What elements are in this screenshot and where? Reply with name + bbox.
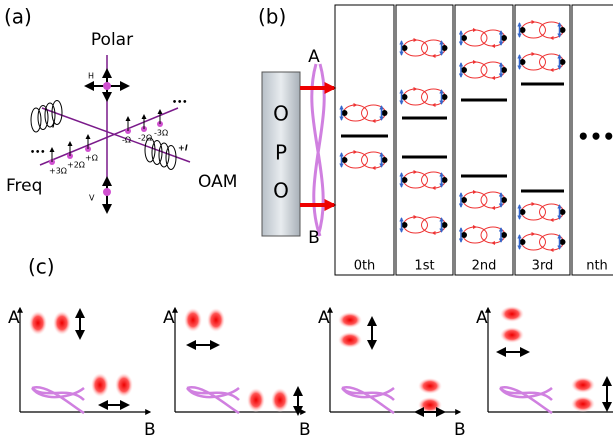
beam-spot [418,397,442,413]
axis-label: OAM [198,172,237,192]
photon-dot [382,157,388,163]
ellipsis: ••• [30,148,45,157]
photon-dot [560,59,566,65]
beam-spot [500,306,524,322]
beam-spot [91,373,109,397]
beam-spot [247,388,265,412]
column-label: 1st [414,259,434,274]
column-label: 2nd [472,259,497,274]
photon-dot [501,35,507,41]
order-column [515,5,570,275]
panel-label: (a) [4,5,32,29]
entangled-beam [187,387,239,413]
photon-dot [442,177,448,183]
photon-dot [520,209,526,215]
ellipsis: ••• [577,125,613,149]
opo-letter: P [275,141,287,165]
output-label: B [308,228,320,248]
photon-dot [402,94,408,100]
photon-dot [520,59,526,65]
photon-dot [560,209,566,215]
y-axis-label: A [163,308,175,328]
photon-dot [342,110,348,116]
oam-label: +l [178,144,188,153]
panel-b: (b) O P O A B 0th 1st 2nd 3rd nth ••• [258,5,613,276]
freq-label: +2Ω [67,161,85,170]
photon-dot [501,197,507,203]
entangled-beam [32,387,84,413]
photon-dot [402,222,408,228]
photon-dot [520,239,526,245]
photon-dot [461,67,467,73]
column-label: nth [586,259,608,274]
helix-turn [31,108,41,132]
oam-label: l [52,121,55,130]
beam-spot [29,311,47,335]
beam-spot [184,308,202,332]
axis-label: Polar [91,30,133,50]
opo-letter: O [273,179,289,203]
photon-dot [402,177,408,183]
state-dot [103,82,111,90]
y-axis-label: A [318,308,330,328]
x-axis-label: B [299,420,311,440]
beam-spot [500,327,524,343]
opo-letter: O [273,102,289,126]
order-column [335,5,394,275]
photon-dot [560,239,566,245]
axis-label: V [89,194,95,203]
helix-turn [159,143,169,167]
beam-spot [338,332,362,348]
figure: (a) Polar H V Freq OAM -Ω-2Ω-3Ω+Ω+2Ω+3Ω … [0,0,613,442]
photon-dot [560,27,566,33]
beam-spot [571,377,595,393]
entangled-beam [342,387,394,413]
beam-spot [338,312,362,328]
x-axis-label: B [454,420,466,440]
beam-spot [115,373,133,397]
photon-dot [442,222,448,228]
ellipsis: ••• [172,98,187,107]
panel-c: (c) ABABABAB [8,255,613,441]
photon-dot [520,27,526,33]
y-axis-label: A [8,308,20,328]
panel-label: (b) [258,5,286,29]
helix-turn [152,141,162,165]
photon-dot [442,94,448,100]
beam-spot [207,308,225,332]
helix-turn [166,146,176,170]
photon-dot [461,232,467,238]
beam-spot [418,378,442,394]
column-label: 3rd [532,259,554,274]
panel-a: (a) Polar H V Freq OAM -Ω-2Ω-3Ω+Ω+2Ω+3Ω … [4,5,237,213]
beam-spot [53,311,71,335]
column-label: 0th [354,259,376,274]
freq-label: +3Ω [49,167,67,176]
columns: 0th 1st 2nd 3rd nth [335,5,613,275]
freq-label: +Ω [85,154,98,163]
freq-label: -2Ω [138,134,152,143]
photon-dot [442,45,448,51]
photon-dot [342,157,348,163]
panel-label: (c) [28,255,55,279]
output-label: A [308,47,320,67]
y-axis-label: A [476,308,488,328]
entangled-beam [500,387,552,413]
state-dot [103,188,111,196]
photon-dot [402,45,408,51]
axis-label: H [88,72,94,81]
freq-label: -Ω [122,136,131,145]
axis-label: Freq [6,176,42,196]
photon-dot [461,35,467,41]
beam-spot [271,388,289,412]
photon-dot [501,67,507,73]
photon-dot [501,232,507,238]
plots: ABABABAB [8,306,613,440]
photon-dot [382,110,388,116]
freq-label: -3Ω [154,129,168,138]
photon-dot [461,197,467,203]
x-axis-label: B [144,420,156,440]
beam-spot [571,396,595,412]
